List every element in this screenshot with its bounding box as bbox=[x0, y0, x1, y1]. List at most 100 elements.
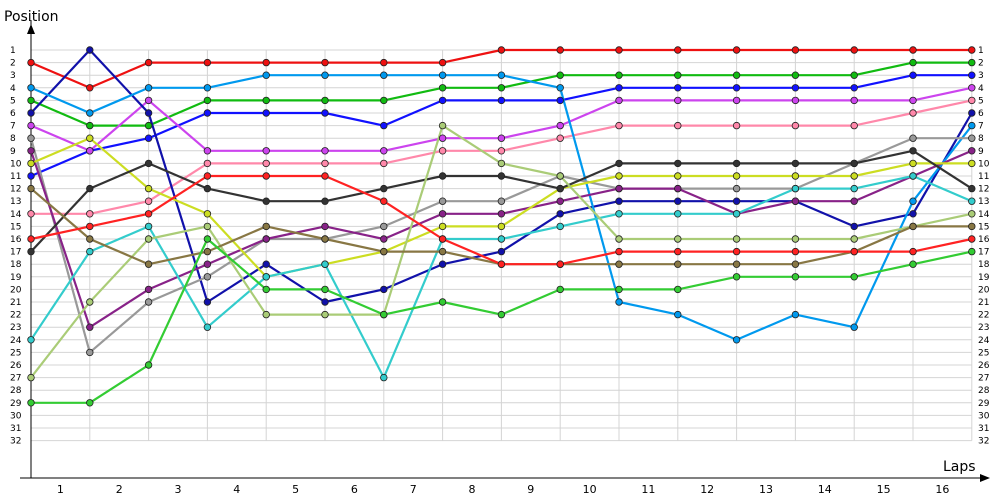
data-point bbox=[556, 260, 564, 268]
y-tick-label-right: 7 bbox=[978, 122, 984, 132]
data-point bbox=[615, 46, 623, 54]
x-tick-label: 15 bbox=[877, 483, 891, 496]
data-point bbox=[791, 121, 800, 130]
data-point bbox=[850, 323, 858, 331]
data-point bbox=[674, 197, 682, 205]
data-point bbox=[203, 247, 212, 256]
y-tick-label-right: 25 bbox=[978, 348, 989, 358]
data-point bbox=[321, 298, 329, 306]
data-point bbox=[850, 197, 858, 205]
data-point bbox=[732, 184, 741, 193]
y-tick-label-left: 21 bbox=[10, 298, 21, 308]
x-tick-label: 6 bbox=[351, 483, 358, 496]
series-group bbox=[27, 46, 976, 407]
data-point bbox=[674, 210, 682, 218]
data-point bbox=[27, 109, 35, 117]
data-point bbox=[321, 260, 329, 268]
data-point bbox=[850, 222, 858, 231]
y-tick-label-left: 10 bbox=[10, 159, 22, 169]
data-point bbox=[144, 197, 153, 205]
y-tick-label-left: 22 bbox=[10, 311, 21, 321]
data-point bbox=[497, 310, 506, 319]
y-tick-label-right: 28 bbox=[978, 386, 990, 396]
data-point bbox=[968, 197, 976, 205]
data-point bbox=[556, 222, 564, 231]
x-tick-label: 16 bbox=[935, 483, 949, 496]
data-point bbox=[86, 399, 94, 407]
data-point bbox=[850, 71, 858, 79]
data-point bbox=[86, 147, 94, 155]
data-point bbox=[438, 260, 447, 268]
x-tick-label: 10 bbox=[583, 483, 597, 496]
y-tick-label-left: 15 bbox=[10, 222, 21, 232]
data-point bbox=[674, 235, 682, 243]
data-point bbox=[144, 210, 153, 218]
y-tick-label-left: 14 bbox=[10, 210, 22, 220]
data-point bbox=[674, 247, 682, 256]
data-point bbox=[27, 121, 35, 130]
data-point bbox=[497, 222, 506, 231]
data-point bbox=[321, 71, 329, 79]
data-point bbox=[850, 84, 858, 92]
y-tick-label-right: 16 bbox=[978, 235, 990, 245]
data-point bbox=[968, 71, 976, 79]
data-point bbox=[321, 310, 329, 319]
y-tick-label-right: 2 bbox=[978, 59, 984, 69]
data-point bbox=[203, 109, 212, 117]
data-point bbox=[86, 134, 94, 142]
data-point bbox=[850, 159, 858, 168]
data-point bbox=[262, 58, 270, 67]
data-point bbox=[615, 84, 623, 92]
data-point bbox=[27, 96, 35, 105]
x-axis-arrow-icon bbox=[980, 474, 990, 482]
data-point bbox=[732, 235, 741, 243]
data-point bbox=[556, 197, 564, 205]
data-point bbox=[203, 96, 212, 105]
y-tick-label-right: 29 bbox=[978, 399, 990, 409]
data-point bbox=[615, 235, 623, 243]
data-point bbox=[615, 159, 623, 168]
data-point bbox=[262, 260, 270, 268]
y-tick-label-right: 15 bbox=[978, 222, 989, 232]
data-point bbox=[674, 285, 682, 294]
data-point bbox=[791, 159, 800, 168]
data-point bbox=[321, 58, 329, 67]
data-point bbox=[262, 147, 270, 155]
data-point bbox=[674, 71, 682, 79]
x-tick-label: 2 bbox=[116, 483, 123, 496]
data-point bbox=[27, 134, 35, 142]
data-point bbox=[27, 247, 35, 256]
data-point bbox=[909, 109, 917, 117]
data-point bbox=[732, 197, 741, 205]
data-point bbox=[144, 361, 153, 369]
data-point bbox=[732, 172, 741, 180]
data-point bbox=[674, 84, 682, 92]
data-point bbox=[791, 184, 800, 193]
data-point bbox=[497, 197, 506, 205]
data-point bbox=[203, 147, 212, 155]
data-point bbox=[203, 298, 212, 306]
data-point bbox=[380, 373, 388, 382]
data-point bbox=[791, 310, 800, 319]
y-tick-label-left: 31 bbox=[10, 424, 21, 434]
data-point bbox=[909, 260, 917, 268]
data-point bbox=[850, 273, 858, 281]
data-point bbox=[615, 96, 623, 105]
data-point bbox=[203, 235, 212, 243]
y-tick-label-right: 21 bbox=[978, 298, 989, 308]
data-point bbox=[438, 172, 447, 180]
data-point bbox=[497, 147, 506, 155]
data-point bbox=[909, 197, 917, 205]
x-tick-label: 13 bbox=[759, 483, 773, 496]
data-point bbox=[203, 84, 212, 92]
data-point bbox=[321, 222, 329, 231]
y-tick-label-right: 5 bbox=[978, 96, 984, 106]
data-point bbox=[909, 58, 917, 67]
data-point bbox=[438, 96, 447, 105]
y-tick-label-right: 31 bbox=[978, 424, 989, 434]
data-point bbox=[438, 298, 447, 306]
data-point bbox=[203, 172, 212, 180]
data-point bbox=[262, 310, 270, 319]
